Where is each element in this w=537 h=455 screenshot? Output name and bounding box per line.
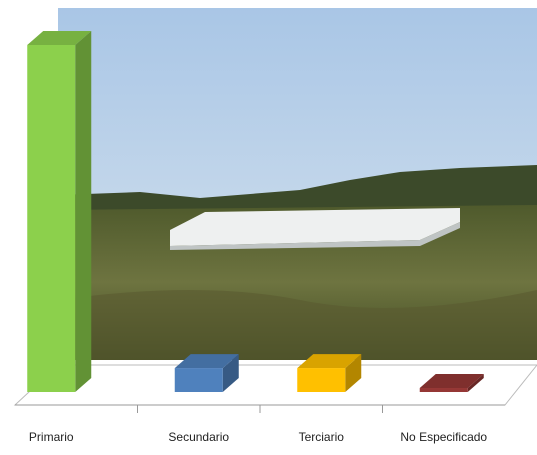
- bar-side: [467, 374, 484, 392]
- bar-top: [27, 31, 92, 45]
- x-tick-label: Terciario: [299, 430, 345, 444]
- x-tick-label: Secundario: [168, 430, 229, 444]
- bar-side: [75, 31, 92, 392]
- bar-top: [419, 374, 484, 389]
- bar-top: [174, 354, 239, 369]
- bar-top: [297, 354, 362, 369]
- bar: [419, 388, 468, 392]
- bar-side: [222, 354, 239, 392]
- x-tick-label: No Especificado: [400, 430, 487, 444]
- background-photo: [58, 8, 537, 360]
- bar: [174, 368, 223, 392]
- bar: [27, 45, 76, 392]
- bar-side: [345, 354, 362, 392]
- bar: [297, 368, 346, 392]
- x-tick-label: Primario: [29, 430, 74, 444]
